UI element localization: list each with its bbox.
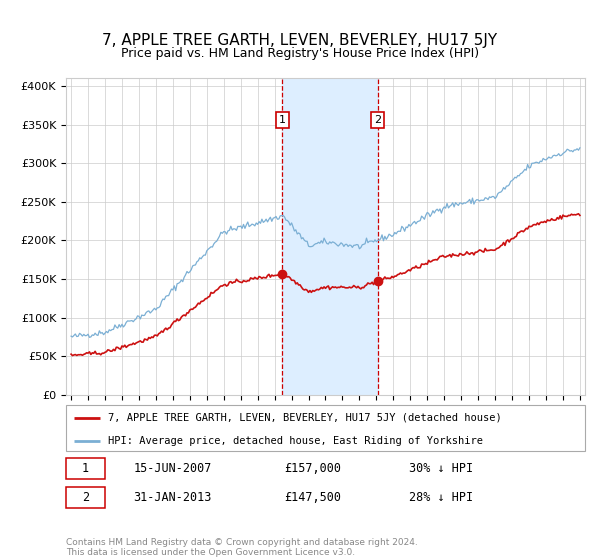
Bar bbox=[66, 487, 105, 508]
Text: 2: 2 bbox=[82, 491, 89, 504]
Text: Contains HM Land Registry data © Crown copyright and database right 2024.
This d: Contains HM Land Registry data © Crown c… bbox=[66, 538, 418, 557]
Text: 15-JUN-2007: 15-JUN-2007 bbox=[133, 462, 212, 475]
Text: £147,500: £147,500 bbox=[284, 491, 341, 504]
Text: 30% ↓ HPI: 30% ↓ HPI bbox=[409, 462, 473, 475]
Text: HPI: Average price, detached house, East Riding of Yorkshire: HPI: Average price, detached house, East… bbox=[107, 436, 482, 446]
Text: 7, APPLE TREE GARTH, LEVEN, BEVERLEY, HU17 5JY: 7, APPLE TREE GARTH, LEVEN, BEVERLEY, HU… bbox=[103, 32, 497, 48]
Text: 28% ↓ HPI: 28% ↓ HPI bbox=[409, 491, 473, 504]
Text: £157,000: £157,000 bbox=[284, 462, 341, 475]
Text: Price paid vs. HM Land Registry's House Price Index (HPI): Price paid vs. HM Land Registry's House … bbox=[121, 47, 479, 60]
Text: 1: 1 bbox=[82, 462, 89, 475]
Bar bbox=[282, 78, 378, 395]
Bar bbox=[66, 458, 105, 479]
Text: 31-JAN-2013: 31-JAN-2013 bbox=[133, 491, 212, 504]
Text: 2: 2 bbox=[374, 115, 382, 125]
Text: 1: 1 bbox=[279, 115, 286, 125]
Text: 7, APPLE TREE GARTH, LEVEN, BEVERLEY, HU17 5JY (detached house): 7, APPLE TREE GARTH, LEVEN, BEVERLEY, HU… bbox=[107, 413, 501, 423]
